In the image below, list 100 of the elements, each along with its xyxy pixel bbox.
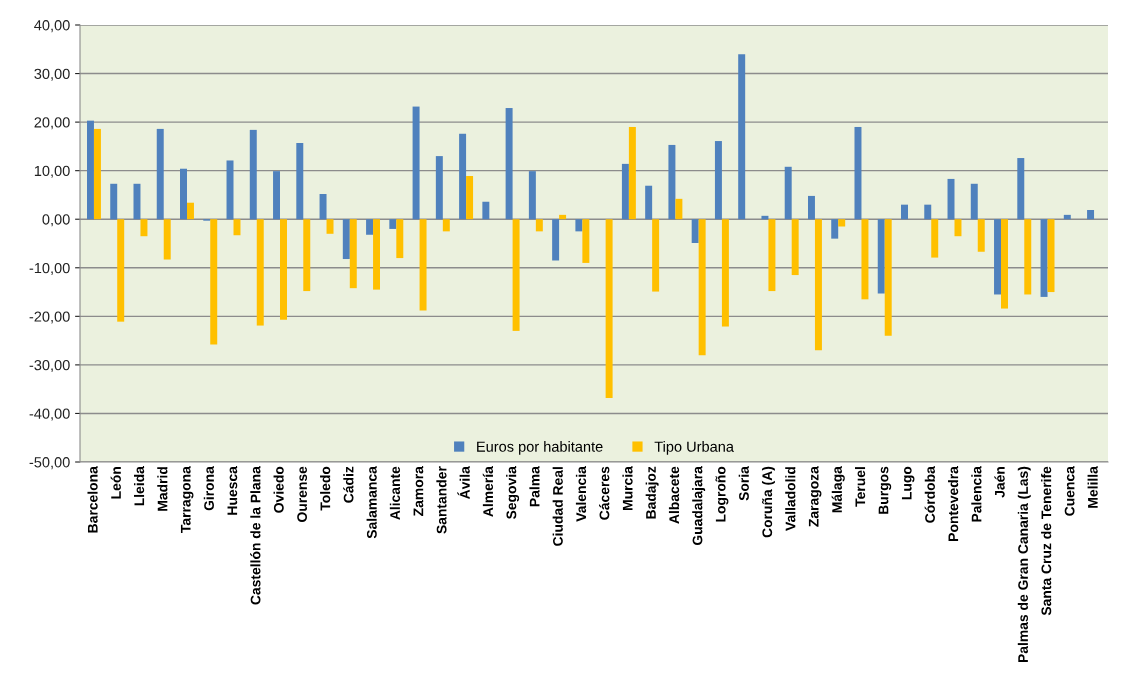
x-tick-label: Melilla [1087, 466, 1098, 508]
x-tick-label: Córdoba [924, 466, 935, 523]
bar [140, 219, 148, 237]
legend-label: Euros por habitante [477, 441, 603, 455]
bar [1024, 219, 1032, 295]
bar [721, 219, 729, 327]
x-tick-label: Teruel [854, 467, 866, 507]
bar [814, 219, 822, 351]
x-tick-label: Málaga [831, 466, 845, 513]
bar [280, 219, 287, 320]
bar [210, 219, 218, 345]
bar [691, 219, 699, 244]
bar [924, 204, 932, 220]
x-tick-label: Ávila [457, 466, 470, 500]
bar [226, 160, 234, 220]
y-tick-label: -50,00 [29, 457, 70, 470]
bar [273, 171, 281, 220]
x-tick-label: Soria [738, 466, 749, 501]
x-tick-label: Valladolid [785, 467, 796, 531]
x-tick-label: Valencia [575, 466, 587, 522]
x-tick-label: Tarragona [180, 466, 194, 533]
bar [931, 219, 939, 258]
bar [645, 185, 653, 220]
bar [528, 171, 536, 220]
x-tick-label: Jaén [994, 467, 1005, 498]
x-tick-label: Coruña (A) [761, 466, 775, 538]
bar [698, 219, 706, 356]
legend-label: Tipo Urbana [654, 441, 734, 455]
bar [784, 166, 792, 220]
x-tick-label: Murcia [622, 466, 633, 510]
bar [117, 219, 125, 322]
bar [156, 128, 164, 220]
bar [1017, 158, 1025, 220]
bar [714, 141, 722, 220]
bar [605, 219, 613, 398]
x-tick-label: Cádiz [343, 466, 354, 503]
bar [512, 219, 520, 331]
bar [133, 183, 141, 220]
bar [459, 133, 467, 220]
x-tick-label: Girona [203, 466, 214, 511]
x-tick-label: Palencia [971, 466, 982, 522]
bar [582, 219, 590, 263]
x-tick-label: Barcelona [87, 466, 98, 533]
y-tick-label: -10,00 [29, 262, 70, 275]
x-tick-label: Toledo [320, 466, 331, 511]
bar [575, 219, 583, 232]
bar [1040, 219, 1048, 297]
bar [768, 219, 776, 292]
bar [319, 193, 327, 220]
y-tick-label: 30,00 [34, 68, 70, 81]
bar [1047, 219, 1055, 293]
bar [412, 106, 420, 220]
bar [482, 201, 490, 220]
bar [435, 156, 443, 220]
bar [970, 183, 978, 220]
bar [977, 219, 985, 252]
x-tick-label: Ourense [297, 466, 307, 522]
x-tick-label: Santander [436, 466, 447, 534]
bar [86, 120, 94, 220]
bar [466, 176, 474, 220]
bar [373, 219, 381, 290]
bar [366, 219, 374, 235]
bar [621, 163, 629, 220]
x-tick-label: Almería [482, 466, 494, 517]
bar [256, 219, 264, 326]
bar [854, 126, 862, 220]
x-tick-label: Pontevedra [948, 466, 959, 541]
bar [807, 195, 815, 220]
y-tick-label: 40,00 [34, 20, 70, 33]
bar [93, 128, 101, 220]
bar [505, 108, 513, 220]
bar [652, 219, 660, 292]
y-tick-label: -40,00 [29, 408, 70, 421]
y-tick-label: 20,00 [34, 117, 70, 130]
x-tick-label: Castellón de la Plana [250, 466, 261, 605]
bar [901, 204, 908, 220]
x-tick-label: Lleida [134, 466, 145, 506]
x-tick-label: Segovia [506, 466, 520, 520]
x-tick-label: Oviedo [273, 466, 284, 513]
bar [396, 219, 404, 259]
x-tick-label: Albacete [668, 466, 680, 524]
x-tick-label: Salamanca [366, 466, 377, 539]
y-tick-label: -20,00 [29, 311, 70, 324]
bar [303, 219, 311, 292]
bar [1001, 219, 1008, 309]
x-tick-label: Cuenca [1064, 466, 1075, 516]
bar [419, 219, 427, 311]
x-tick-label: Huesca [227, 466, 238, 515]
bar [1087, 210, 1095, 220]
bar [831, 219, 839, 239]
bar [180, 168, 187, 220]
bar [442, 219, 450, 232]
bar [675, 198, 683, 220]
x-tick-label: Burgos [878, 466, 892, 514]
bar [954, 219, 962, 237]
x-tick-label: Logroño [715, 466, 729, 522]
bar [668, 144, 676, 220]
y-tick-label: -30,00 [29, 359, 70, 373]
x-tick-label: Palmas de Gran Canaria (Las) [1017, 466, 1031, 663]
bar [838, 219, 846, 227]
